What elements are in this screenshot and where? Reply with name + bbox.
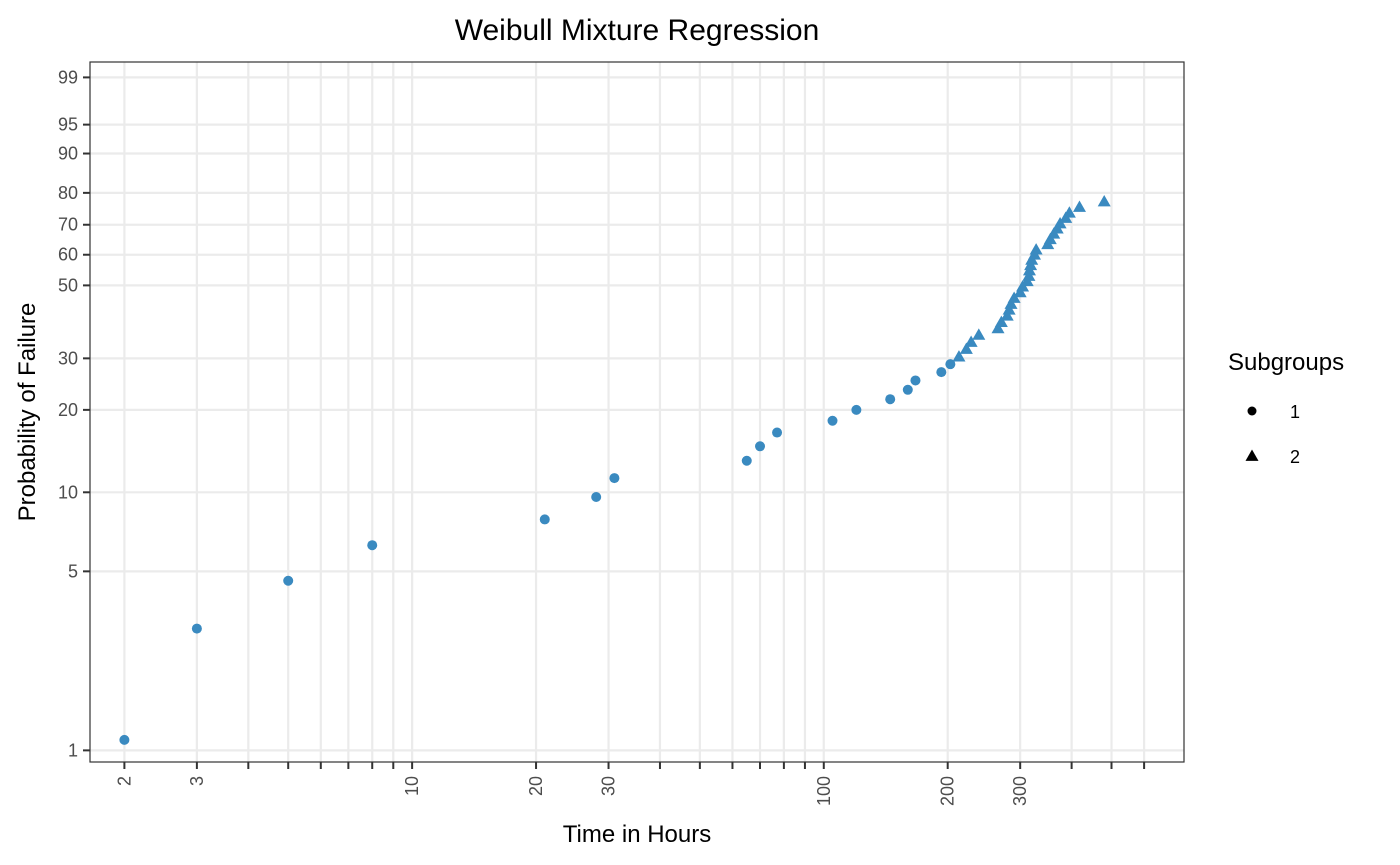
data-point-triangle xyxy=(964,335,978,347)
data-point-triangle xyxy=(1097,195,1111,207)
data-point-circle xyxy=(936,367,947,378)
data-point-circle xyxy=(609,473,620,484)
data-point-triangle xyxy=(959,342,973,354)
data-point-triangle xyxy=(952,350,966,362)
data-point-circle xyxy=(885,394,896,405)
y-tick-label: 5 xyxy=(68,561,78,581)
data-point-circle xyxy=(755,441,766,452)
data-point-circle xyxy=(591,492,602,503)
data-point-circle xyxy=(772,427,783,438)
data-point-circle xyxy=(902,384,913,395)
legend-label: 1 xyxy=(1290,402,1300,422)
y-tick-label: 20 xyxy=(58,400,78,420)
legend-title: Subgroups xyxy=(1228,349,1344,376)
data-point-triangle xyxy=(1002,303,1016,315)
y-tick-label: 30 xyxy=(58,348,78,368)
data-point-circle xyxy=(741,455,752,466)
data-point-triangle xyxy=(1029,243,1043,255)
data-point-circle xyxy=(283,575,294,586)
x-axis-title: Time in Hours xyxy=(563,821,711,848)
y-tick-label: 50 xyxy=(58,275,78,295)
y-tick-label: 99 xyxy=(58,67,78,87)
y-tick-label: 60 xyxy=(58,245,78,265)
x-tick-label: 30 xyxy=(599,776,619,796)
data-point-triangle xyxy=(1013,285,1027,298)
y-tick-label: 70 xyxy=(58,215,78,235)
data-point-triangle xyxy=(1072,200,1086,212)
x-tick-label: 2 xyxy=(114,776,134,786)
grid-lines xyxy=(90,62,1184,762)
data-point-triangle xyxy=(1062,206,1076,218)
x-tick-label: 300 xyxy=(1010,776,1030,806)
x-tick-label: 10 xyxy=(402,776,422,796)
x-axis: 2 3 10 20 30 100 200 300 xyxy=(114,762,1146,806)
data-points xyxy=(119,195,1111,745)
data-point-circle xyxy=(367,540,378,551)
data-point-circle xyxy=(191,623,202,634)
data-point-circle xyxy=(910,375,921,386)
data-point-circle xyxy=(851,404,862,415)
data-point-triangle xyxy=(972,328,986,340)
y-tick-label: 10 xyxy=(58,482,78,502)
legend-key-circle xyxy=(1247,406,1257,416)
y-tick-label: 1 xyxy=(68,740,78,760)
legend-key-triangle xyxy=(1245,449,1259,461)
data-point-triangle xyxy=(991,321,1005,334)
legend: Subgroups 12 xyxy=(1228,349,1344,467)
data-point-circle xyxy=(119,734,130,745)
y-tick-label: 95 xyxy=(58,115,78,135)
y-axis-title: Probability of Failure xyxy=(14,303,41,522)
x-tick-label: 200 xyxy=(938,776,958,806)
panel-border xyxy=(89,61,1185,763)
x-tick-label: 20 xyxy=(526,776,546,796)
x-tick-label: 3 xyxy=(187,776,207,786)
chart-title: Weibull Mixture Regression xyxy=(455,14,820,47)
x-tick-label: 100 xyxy=(814,776,834,806)
y-tick-label: 90 xyxy=(58,144,78,164)
data-point-triangle xyxy=(994,315,1008,328)
data-point-circle xyxy=(539,514,550,525)
data-point-circle xyxy=(945,359,956,370)
data-point-circle xyxy=(827,415,838,426)
data-point-triangle xyxy=(1000,309,1014,321)
y-axis: 1 5 10 20 30 50 60 70 80 90 95 99 xyxy=(58,67,90,760)
legend-label: 2 xyxy=(1290,447,1300,467)
legend-items: 12 xyxy=(1245,402,1300,467)
data-point-triangle xyxy=(1004,297,1018,309)
y-tick-label: 80 xyxy=(58,183,78,203)
